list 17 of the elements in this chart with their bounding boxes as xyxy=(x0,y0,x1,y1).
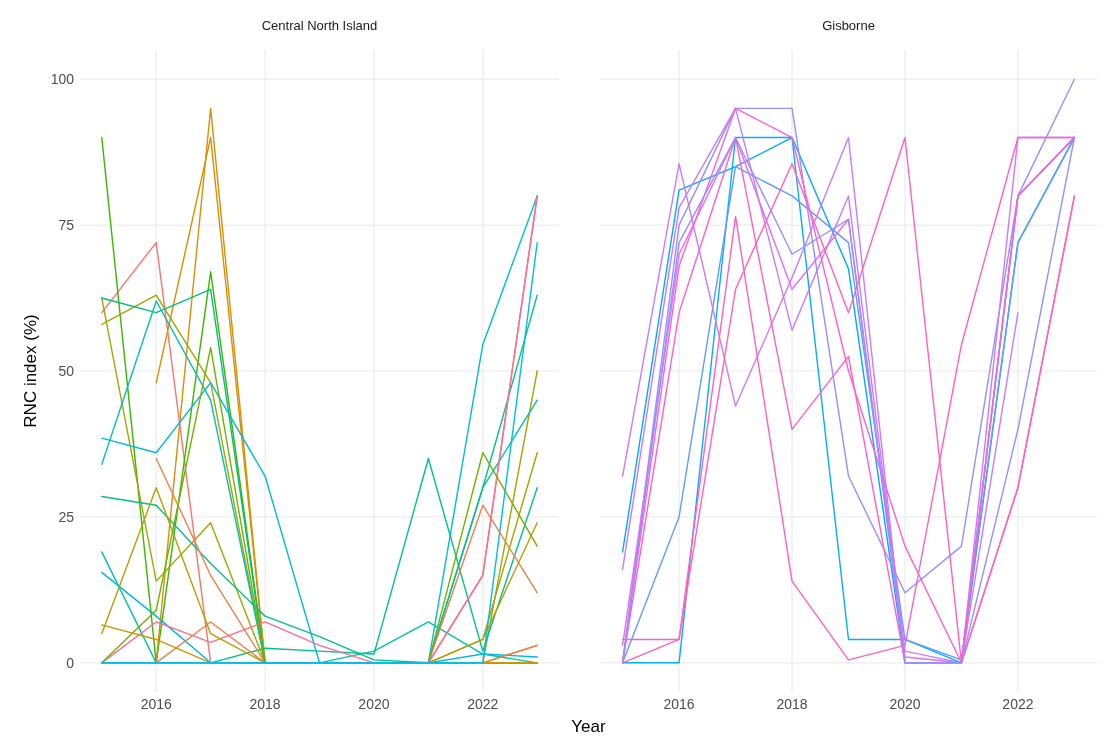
y-tick-label: 0 xyxy=(66,654,75,671)
x-tick-label: 2020 xyxy=(889,696,921,712)
chart-title: Central North Island xyxy=(261,18,378,33)
x-tick-label: 2016 xyxy=(140,696,172,712)
y-tick-label: 100 xyxy=(50,71,75,88)
x-tick-label: 2022 xyxy=(467,696,499,712)
y-tick-label: 75 xyxy=(58,216,75,233)
y-axis-title: RNC index (%) xyxy=(21,314,40,428)
x-tick-label: 2018 xyxy=(776,696,808,712)
x-axis-title: Year xyxy=(571,717,607,736)
x-tick-label: 2016 xyxy=(663,696,695,712)
x-tick-label: 2022 xyxy=(1002,696,1034,712)
chart-title: Gisborne xyxy=(822,18,875,33)
y-tick-label: 25 xyxy=(58,508,75,525)
x-tick-label: 2018 xyxy=(249,696,281,712)
y-tick-label: 50 xyxy=(58,362,75,379)
x-tick-label: 2020 xyxy=(358,696,390,712)
